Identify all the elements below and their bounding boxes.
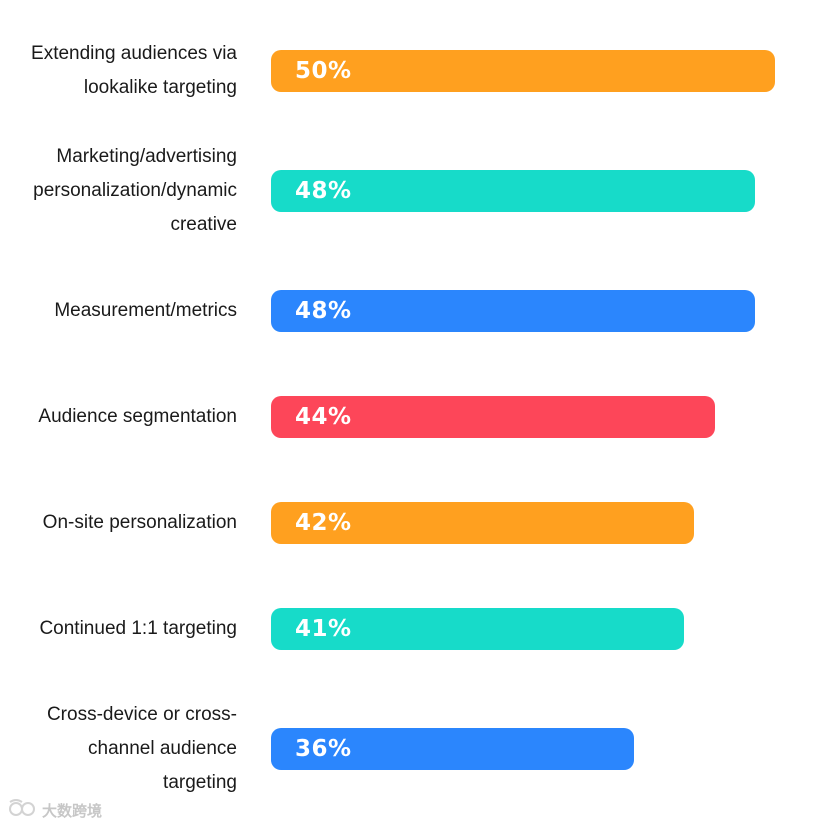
category-label-line: Continued 1:1 targeting (39, 618, 237, 639)
category-label-line: Audience segmentation (38, 406, 237, 427)
category-label: Marketing/advertising personalization/dyn… (1, 140, 237, 242)
watermark-text: 大数跨境 (42, 801, 103, 820)
category-label: On-site personalization (1, 506, 237, 540)
category-label-line: targeting (163, 772, 237, 793)
bar-value-label: 48% (295, 298, 352, 324)
bar: 44% (271, 396, 715, 438)
bar: 48% (271, 290, 755, 332)
category-label: Cross-device or cross-channel audience ta… (1, 698, 237, 800)
category-label-line: Cross-device or cross- (46, 704, 237, 725)
bar: 41% (271, 608, 685, 650)
bar-value-label: 44% (295, 404, 352, 430)
category-label-line: Measurement/metrics (54, 300, 237, 321)
category-label: Audience segmentation (1, 400, 237, 434)
category-label-line: lookalike targeting (83, 77, 237, 98)
bar: 50% (271, 50, 775, 92)
category-label: Extending audiences via lookalike targeti… (1, 37, 237, 105)
category-label-line: personalization/dynamic (33, 180, 237, 201)
category-label-line: creative (170, 214, 237, 235)
category-label-line: On-site personalization (42, 512, 237, 533)
category-label: Measurement/metrics (1, 294, 237, 328)
bar-value-label: 50% (295, 58, 352, 84)
bar-value-label: 36% (295, 736, 352, 762)
bar: 42% (271, 502, 695, 544)
bar: 48% (271, 170, 755, 212)
category-label-line: channel audience (88, 738, 237, 759)
category-label-line: Marketing/advertising (56, 146, 237, 167)
category-label: Continued 1:1 targeting (1, 612, 237, 646)
watermark-logo-icon (8, 798, 38, 823)
bar-value-label: 48% (295, 178, 352, 204)
category-label-line: Extending audiences via (31, 43, 237, 64)
bar-value-label: 42% (295, 510, 352, 536)
bar-value-label: 41% (295, 616, 352, 642)
bar: 36% (271, 728, 634, 770)
watermark: 大数跨境 (8, 798, 102, 822)
